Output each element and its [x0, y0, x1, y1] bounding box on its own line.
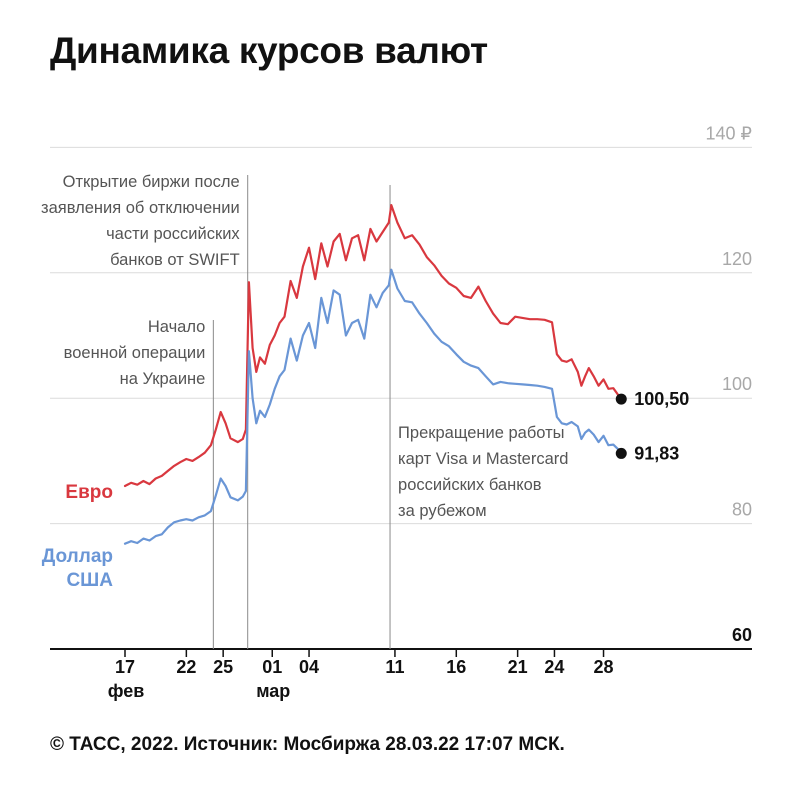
x-tick-label: 17	[115, 657, 135, 677]
annotation-text: банков от SWIFT	[110, 251, 240, 269]
y-axis-ticks: 140 ₽ 120 100 80 60	[706, 123, 753, 645]
annotation-text: российских банков	[398, 476, 542, 494]
end-value-label: 91,83	[634, 443, 679, 463]
x-tick-label: 04	[299, 657, 319, 677]
x-tick-label: 01	[262, 657, 282, 677]
series-labels: 100,50 91,83	[615, 389, 689, 463]
series-line-usd	[123, 268, 620, 545]
series-label-usd-line2: США	[66, 570, 113, 591]
series-label-usd-line1: Доллар	[42, 546, 113, 567]
series-label-euro: Евро	[65, 482, 113, 503]
x-axis-ticks: 17 фев 22 25 01 мар 04 11 16 21 24 28	[108, 649, 614, 701]
page-title: Динамика курсов валют	[50, 30, 488, 71]
y-tick-label: 100	[722, 374, 752, 394]
y-tick-label: 140 ₽	[706, 123, 753, 143]
y-tick-label: 120	[722, 249, 752, 269]
x-tick-label: 25	[213, 657, 233, 677]
x-tick-label: 28	[594, 657, 614, 677]
annotations: Начало военной операции на Украине Открытие…	[41, 173, 568, 520]
series-lines	[123, 204, 620, 545]
end-value-label: 100,50	[634, 389, 689, 409]
annotation-text: на Украине	[120, 370, 206, 388]
x-tick-month-label: мар	[256, 681, 290, 701]
y-tick-label: 60	[732, 625, 752, 645]
x-tick-label: 22	[176, 657, 196, 677]
annotation-text: Начало	[148, 318, 206, 336]
end-point-marker	[615, 447, 627, 459]
annotation-text: части российских	[106, 225, 240, 243]
annotation-text: заявления об отключении	[41, 199, 240, 217]
annotation-text: военной операции	[64, 344, 206, 362]
source-footer: © ТАСС, 2022. Источник: Мосбиржа 28.03.2…	[50, 734, 565, 755]
end-point-marker	[615, 393, 627, 405]
x-tick-label: 16	[446, 657, 466, 677]
series-line-euro	[123, 204, 620, 488]
annotation-text: Открытие биржи после	[63, 173, 240, 191]
annotation-text: за рубежом	[398, 502, 487, 520]
x-tick-month-label: фев	[108, 681, 145, 701]
annotation-lines	[212, 175, 391, 649]
x-tick-label: 11	[385, 657, 404, 677]
x-tick-label: 21	[508, 657, 528, 677]
annotation-text: карт Visa и Mastercard	[398, 450, 568, 468]
annotation-text: Прекращение работы	[398, 424, 564, 442]
grid	[50, 146, 752, 650]
y-tick-label: 80	[732, 500, 752, 520]
x-tick-label: 24	[544, 657, 564, 677]
